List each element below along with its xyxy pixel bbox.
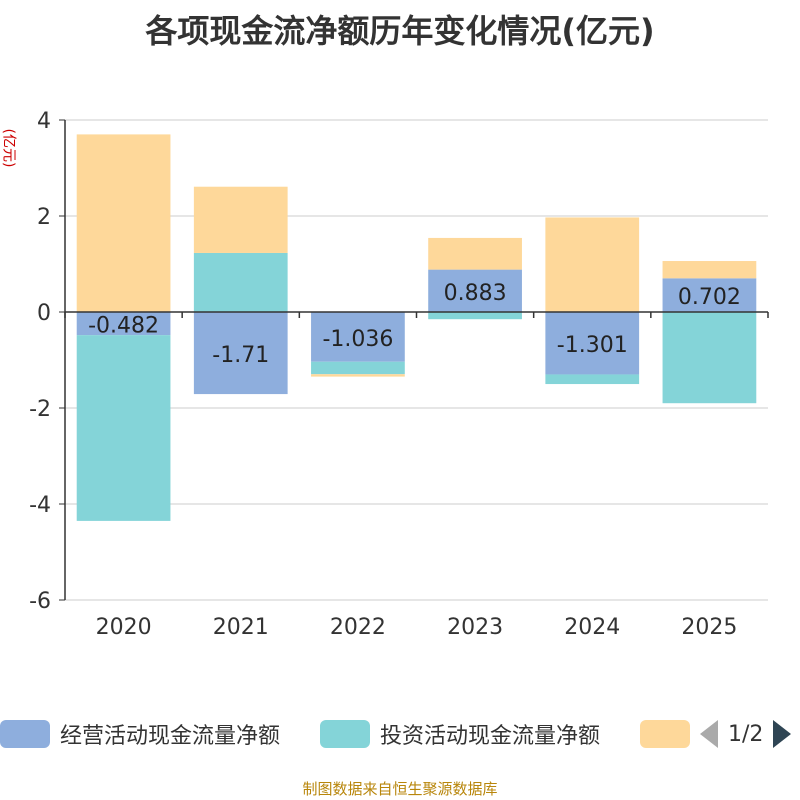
chart-canvas: 4 2 0 -2 -4 -6 2020 2021 2022 2023 2024 2025 -0.482 -… xyxy=(29,109,769,640)
data-label: -1.301 xyxy=(557,333,628,358)
legend: 经营活动现金流量净额 投资活动现金流量净额 xyxy=(0,714,800,754)
y-tick-label: -2 xyxy=(29,397,51,422)
x-tick-label: 2024 xyxy=(564,615,620,640)
bar-operating xyxy=(76,312,171,336)
bar-financing xyxy=(545,217,640,312)
legend-label-investing: 投资活动现金流量净额 xyxy=(380,724,601,749)
bar-financing xyxy=(311,374,405,377)
legend-item-operating[interactable]: 经营活动现金流量净额 xyxy=(0,714,280,754)
pager-text: 1/2 xyxy=(728,721,764,747)
y-tick-label: 4 xyxy=(37,109,51,134)
pager-next-icon[interactable] xyxy=(773,720,792,748)
chart-title: 各项现金流净额历年变化情况(亿元) xyxy=(145,12,655,50)
data-label: -1.036 xyxy=(322,327,393,352)
bar-investing xyxy=(428,312,522,320)
bar-financing xyxy=(428,237,522,270)
y-tick-label: -4 xyxy=(29,493,51,518)
y-tick-label: 2 xyxy=(37,205,51,230)
data-label: 0.883 xyxy=(444,281,507,306)
source-note: 制图数据来自恒生聚源数据库 xyxy=(302,780,498,798)
bar-investing xyxy=(662,312,757,404)
bar-financing xyxy=(193,186,288,253)
legend-pager: 1/2 xyxy=(700,714,792,754)
bar-investing xyxy=(311,361,405,375)
bar-operating xyxy=(545,312,640,375)
x-tick-label: 2023 xyxy=(447,615,503,640)
x-tick-label: 2020 xyxy=(96,615,152,640)
bar-operating xyxy=(428,269,522,312)
bar-operating xyxy=(662,278,757,312)
bar-financing xyxy=(662,261,757,279)
x-tick-label: 2021 xyxy=(213,615,269,640)
data-label: -1.71 xyxy=(212,343,269,368)
pager-prev-icon[interactable] xyxy=(700,720,718,748)
legend-label-operating: 经营活动现金流量净额 xyxy=(60,724,281,749)
x-tick-label: 2025 xyxy=(681,615,737,640)
data-label: 0.702 xyxy=(678,285,741,310)
legend-swatch-investing xyxy=(320,720,370,748)
y-tick-label: -6 xyxy=(29,589,51,614)
bar-investing xyxy=(193,252,288,312)
bar-operating xyxy=(193,312,288,395)
legend-item-financing[interactable] xyxy=(640,714,700,754)
legend-item-investing[interactable]: 投资活动现金流量净额 xyxy=(320,714,600,754)
y-tick-label: 0 xyxy=(37,301,51,326)
bar-investing xyxy=(76,335,171,521)
bar-investing xyxy=(545,374,640,385)
legend-swatch-operating xyxy=(0,720,50,748)
legend-swatch-financing xyxy=(640,720,690,748)
bar-financing xyxy=(76,134,171,312)
x-tick-label: 2022 xyxy=(330,615,386,640)
bar-operating xyxy=(311,312,405,362)
data-label: -0.482 xyxy=(88,314,159,339)
